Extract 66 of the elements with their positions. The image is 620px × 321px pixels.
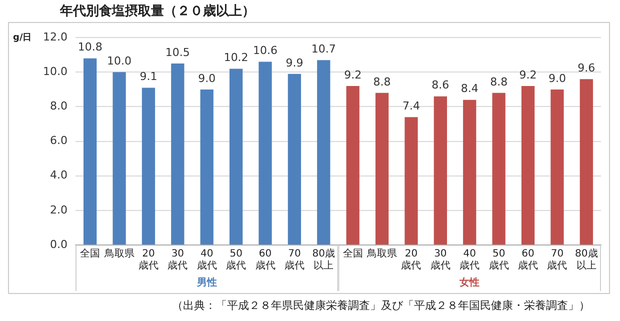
chart-title: 年代別食塩摂取量（２０歳以上） (60, 3, 255, 20)
x-tick-label: 50歳代 (488, 248, 509, 272)
data-label: 8.8 (373, 75, 391, 88)
x-tick-label: 80歳以上 (575, 248, 598, 272)
bar (434, 96, 447, 244)
bar (258, 62, 272, 244)
y-tick-label: 6.0 (50, 134, 68, 148)
x-tick-label: 鳥取県 (366, 248, 398, 260)
bar (550, 89, 564, 244)
data-label: 8.4 (460, 82, 478, 96)
bar (346, 86, 360, 244)
bar (580, 79, 593, 244)
text: （出典：「平成２８年県民健康栄養調査」及び「平成２８年国民健康・栄養調査」） (172, 298, 590, 313)
data-label: 10.0 (107, 54, 132, 68)
bar (463, 100, 476, 244)
data-label: 10.8 (78, 40, 102, 54)
x-tick-label: 鳥取県 (103, 248, 134, 260)
bar (200, 89, 214, 244)
y-tick-label: 8.0 (50, 100, 68, 113)
data-label: 9.2 (344, 68, 362, 82)
y-axis-title: g/日 (13, 32, 32, 43)
x-tick-label: 全国 (342, 248, 363, 260)
x-tick-label: 全国 (80, 248, 100, 260)
text: 女性 (458, 276, 480, 289)
bar (317, 60, 330, 244)
bar (229, 68, 243, 244)
y-tick-label: 10.0 (42, 65, 68, 78)
x-tick-label: 60歳代 (518, 248, 538, 272)
x-tick-label: 80歳以上 (312, 248, 336, 272)
data-label: 7.4 (402, 99, 420, 112)
x-tick-label: 40歳代 (460, 248, 480, 272)
x-tick-label: 60歳代 (255, 248, 276, 272)
bar (171, 64, 184, 244)
x-tick-label: 50歳代 (226, 248, 246, 272)
bar (142, 88, 156, 244)
data-label: 10.6 (253, 44, 278, 58)
bar (375, 92, 389, 244)
x-tick-label: 20歳代 (138, 248, 158, 272)
text: 男性 (196, 276, 217, 289)
y-tick-label: 4.0 (50, 168, 68, 182)
data-label: 9.0 (198, 72, 216, 85)
bar (404, 117, 418, 244)
data-label: 9.1 (140, 70, 158, 84)
x-tick-label: 20歳代 (401, 248, 422, 272)
bar (288, 74, 302, 244)
x-tick-label: 70歳代 (547, 248, 568, 272)
x-tick-label: 30歳代 (168, 248, 188, 272)
x-tick-label: 70歳代 (284, 248, 304, 272)
y-tick-label: 12.0 (42, 30, 68, 44)
bar (492, 92, 506, 244)
data-label: 8.6 (432, 78, 450, 92)
data-label: 9.9 (286, 56, 304, 70)
data-label: 9.0 (548, 72, 566, 85)
data-label: 8.8 (490, 75, 508, 88)
data-label: 10.2 (224, 51, 248, 64)
data-label: 9.2 (519, 68, 537, 82)
data-label: 10.5 (165, 46, 190, 59)
bar (84, 58, 97, 244)
x-tick-label: 30歳代 (430, 248, 450, 272)
bar (112, 72, 126, 244)
x-tick-label: 40歳代 (196, 248, 217, 272)
bar (521, 86, 535, 244)
y-tick-label: 0.0 (50, 238, 68, 251)
data-label: 10.7 (311, 42, 336, 56)
y-tick-label: 2.0 (50, 203, 68, 216)
data-label: 9.6 (578, 61, 596, 74)
